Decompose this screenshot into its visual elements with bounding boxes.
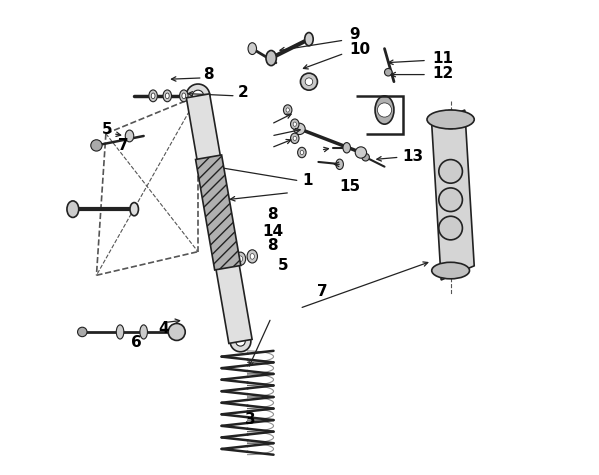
Circle shape xyxy=(441,110,460,129)
Text: 5: 5 xyxy=(279,258,289,273)
Text: 8: 8 xyxy=(202,66,213,82)
Ellipse shape xyxy=(67,201,78,218)
Ellipse shape xyxy=(305,33,313,46)
Ellipse shape xyxy=(286,108,289,112)
Circle shape xyxy=(230,331,251,352)
Circle shape xyxy=(355,147,367,158)
Text: 11: 11 xyxy=(432,50,453,66)
Ellipse shape xyxy=(343,142,350,153)
Ellipse shape xyxy=(250,254,255,259)
Circle shape xyxy=(91,140,102,151)
Text: 3: 3 xyxy=(245,412,256,427)
Ellipse shape xyxy=(180,90,188,102)
Text: 4: 4 xyxy=(158,321,168,336)
Circle shape xyxy=(439,160,462,183)
Ellipse shape xyxy=(298,147,306,158)
Text: 15: 15 xyxy=(340,179,361,194)
Circle shape xyxy=(305,78,313,86)
Text: 2: 2 xyxy=(238,85,249,100)
Ellipse shape xyxy=(432,262,470,279)
Ellipse shape xyxy=(248,43,256,55)
Ellipse shape xyxy=(293,122,297,126)
Ellipse shape xyxy=(163,90,171,102)
Ellipse shape xyxy=(266,50,276,66)
Circle shape xyxy=(377,103,392,117)
Text: 8: 8 xyxy=(267,207,278,222)
Circle shape xyxy=(301,73,317,90)
Text: 10: 10 xyxy=(349,42,370,57)
Circle shape xyxy=(77,327,87,337)
Circle shape xyxy=(294,123,305,134)
Ellipse shape xyxy=(130,202,138,216)
Ellipse shape xyxy=(125,130,134,142)
Text: 8: 8 xyxy=(267,238,278,254)
Text: 14: 14 xyxy=(263,224,284,239)
Ellipse shape xyxy=(293,136,297,141)
Ellipse shape xyxy=(140,325,147,339)
Ellipse shape xyxy=(291,119,299,129)
Ellipse shape xyxy=(291,133,299,143)
Ellipse shape xyxy=(375,96,394,124)
Text: 13: 13 xyxy=(403,149,423,164)
Circle shape xyxy=(186,84,210,108)
Ellipse shape xyxy=(336,159,343,170)
Ellipse shape xyxy=(283,105,292,115)
Ellipse shape xyxy=(235,252,246,266)
Circle shape xyxy=(362,153,370,161)
Ellipse shape xyxy=(247,250,258,263)
Text: 7: 7 xyxy=(117,138,128,153)
Text: 12: 12 xyxy=(432,66,454,81)
Text: 7: 7 xyxy=(317,284,328,299)
Text: 6: 6 xyxy=(131,335,142,350)
Ellipse shape xyxy=(182,93,186,99)
Circle shape xyxy=(236,337,245,346)
Circle shape xyxy=(168,323,185,341)
Polygon shape xyxy=(186,94,252,343)
Ellipse shape xyxy=(116,325,124,339)
Circle shape xyxy=(192,90,204,102)
Ellipse shape xyxy=(238,256,243,262)
Ellipse shape xyxy=(149,90,158,102)
Circle shape xyxy=(385,68,392,76)
Polygon shape xyxy=(432,110,474,280)
Text: 9: 9 xyxy=(349,27,360,42)
Ellipse shape xyxy=(427,110,474,129)
Circle shape xyxy=(439,188,462,211)
Text: 5: 5 xyxy=(102,123,113,137)
Polygon shape xyxy=(195,155,241,270)
Ellipse shape xyxy=(165,93,169,99)
Circle shape xyxy=(439,216,462,240)
Ellipse shape xyxy=(300,151,304,155)
Text: 1: 1 xyxy=(302,173,312,188)
Circle shape xyxy=(443,264,458,278)
Ellipse shape xyxy=(151,93,155,99)
